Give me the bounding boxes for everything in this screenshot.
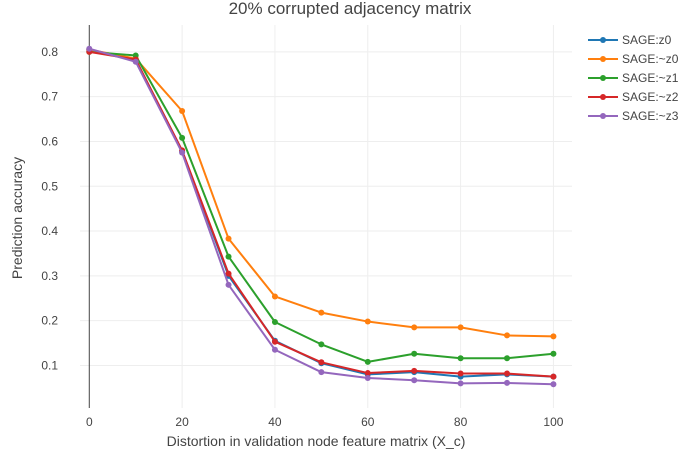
x-axis-label: Distortion in validation node feature ma… [167, 433, 466, 449]
grid-layer [80, 25, 572, 408]
data-point[interactable] [179, 149, 186, 156]
series-sage-z1 [86, 48, 557, 365]
legend-item-sage-z2[interactable]: SAGE:~z2 [588, 90, 679, 104]
series-line [89, 50, 554, 378]
data-point[interactable] [271, 293, 278, 300]
data-point[interactable] [179, 108, 186, 115]
data-point[interactable] [504, 355, 511, 362]
x-tick-label: 0 [86, 415, 93, 429]
y-axis-label: Prediction accuracy [9, 157, 25, 279]
data-point[interactable] [411, 377, 418, 384]
series-line [89, 47, 554, 386]
series-sage-z2 [86, 48, 557, 380]
data-point[interactable] [550, 333, 557, 340]
y-tick-label: 0.1 [41, 358, 58, 372]
data-point[interactable] [411, 350, 418, 357]
legend-swatch-marker [600, 75, 606, 81]
legend-item-sage-z1[interactable]: SAGE:~z1 [588, 71, 679, 85]
legend-label: SAGE:~z1 [622, 71, 679, 85]
data-point[interactable] [364, 358, 371, 365]
series-sage-z3 [86, 45, 557, 388]
x-tick-label: 100 [543, 415, 563, 429]
data-point[interactable] [179, 134, 186, 141]
y-tick-label: 0.7 [41, 90, 58, 104]
data-point[interactable] [504, 379, 511, 386]
data-point[interactable] [225, 253, 232, 260]
series-layer [86, 45, 557, 388]
data-point[interactable] [411, 324, 418, 331]
legend-swatch-marker [600, 113, 606, 119]
chart-title: 20% corrupted adjacency matrix [229, 0, 472, 18]
legend-item-sage-z0[interactable]: SAGE:z0 [588, 33, 672, 47]
legend-swatch-marker [600, 94, 606, 100]
legend-swatch-marker [600, 56, 606, 62]
x-tick-label: 20 [175, 415, 189, 429]
data-point[interactable] [86, 45, 93, 52]
data-point[interactable] [318, 341, 325, 348]
legend-label: SAGE:~z0 [622, 52, 679, 66]
data-point[interactable] [132, 58, 139, 65]
data-point[interactable] [225, 270, 232, 277]
y-tick-label: 0.8 [41, 45, 58, 59]
data-point[interactable] [318, 369, 325, 376]
data-point[interactable] [457, 355, 464, 362]
series-line [89, 48, 554, 338]
data-point[interactable] [550, 350, 557, 357]
data-point[interactable] [271, 338, 278, 345]
x-tick-label: 80 [454, 415, 468, 429]
legend-item-sage-z0[interactable]: SAGE:~z0 [588, 52, 679, 66]
data-point[interactable] [318, 359, 325, 366]
data-point[interactable] [550, 373, 557, 380]
legend-swatch-marker [600, 37, 606, 43]
legend-label: SAGE:z0 [622, 33, 672, 47]
data-point[interactable] [457, 324, 464, 331]
data-point[interactable] [225, 235, 232, 242]
data-point[interactable] [504, 370, 511, 377]
data-point[interactable] [271, 318, 278, 325]
y-tick-label: 0.3 [41, 269, 58, 283]
y-tick-label: 0.5 [41, 179, 58, 193]
data-point[interactable] [318, 309, 325, 316]
series-sage-z0 [86, 46, 557, 340]
data-point[interactable] [225, 281, 232, 288]
data-point[interactable] [457, 380, 464, 387]
y-tick-label: 0.6 [41, 134, 58, 148]
x-tick-label: 40 [268, 415, 282, 429]
data-point[interactable] [457, 370, 464, 377]
legend-label: SAGE:~z2 [622, 90, 679, 104]
data-point[interactable] [411, 367, 418, 374]
data-point[interactable] [271, 346, 278, 353]
data-point[interactable] [364, 318, 371, 325]
legend-item-sage-z3[interactable]: SAGE:~z3 [588, 109, 679, 123]
y-tick-label: 0.2 [41, 314, 58, 328]
data-point[interactable] [504, 332, 511, 339]
legend-label: SAGE:~z3 [622, 109, 679, 123]
data-point[interactable] [364, 370, 371, 377]
x-tick-label: 60 [361, 415, 375, 429]
legend[interactable]: SAGE:z0 SAGE:~z0 SAGE:~z1 SAGE:~z2 SAGE:~z3 [588, 33, 679, 123]
axis-layer: 0 20 40 60 80 100 0.1 0.2 0.3 0.4 0.5 0.6 0.7 0.8 [41, 25, 564, 429]
data-point[interactable] [364, 374, 371, 381]
y-tick-label: 0.4 [41, 224, 58, 238]
data-point[interactable] [550, 381, 557, 388]
